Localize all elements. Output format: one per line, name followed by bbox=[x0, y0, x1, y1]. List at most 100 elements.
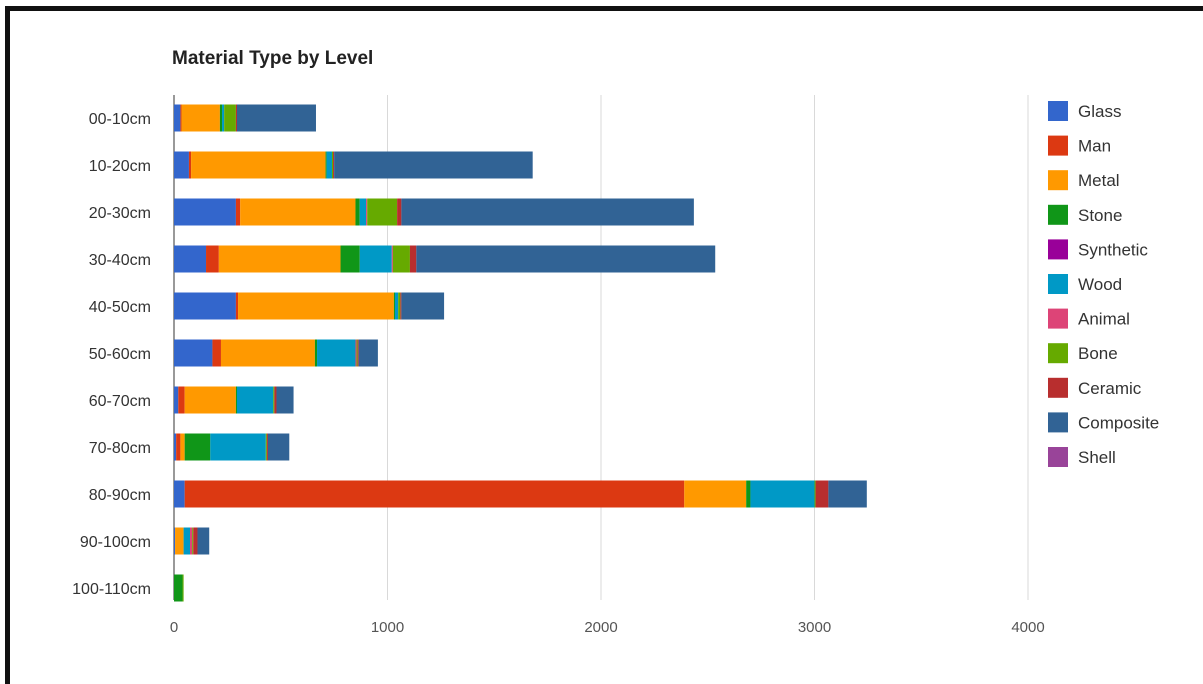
bar-segment-ceramic bbox=[409, 245, 417, 273]
bar-segment-man bbox=[176, 433, 181, 461]
category-label: 40-50cm bbox=[89, 299, 151, 316]
bar-segment-wood bbox=[222, 104, 225, 132]
bar-segment-metal bbox=[220, 339, 315, 367]
legend-label-ceramic: Ceramic bbox=[1078, 379, 1142, 398]
legend-label-shell: Shell bbox=[1078, 448, 1116, 467]
legend-swatch-glass bbox=[1048, 101, 1068, 121]
bar-segment-bone bbox=[224, 104, 236, 132]
legend-label-wood: Wood bbox=[1078, 275, 1122, 294]
bar-segment-animal bbox=[355, 339, 357, 367]
category-labels: 00-10cm 10-20cm 20-30cm 30-40cm 40-50cm 50-60… bbox=[72, 111, 151, 598]
x-tick-label: 1000 bbox=[371, 619, 404, 636]
bar-segment-bone bbox=[398, 292, 401, 320]
bar-segment-composite bbox=[276, 386, 294, 414]
legend-swatch-shell bbox=[1048, 447, 1068, 467]
bar-segment-stone bbox=[314, 339, 318, 367]
bar-segment-composite bbox=[828, 480, 867, 508]
bar-segment-glass bbox=[174, 433, 177, 461]
bars bbox=[174, 104, 867, 602]
bar-segment-stone bbox=[325, 151, 327, 179]
bar-segment-composite bbox=[358, 339, 378, 367]
category-label: 50-60cm bbox=[89, 346, 151, 363]
bar-segment-wood bbox=[750, 480, 815, 508]
bar-segment-stone bbox=[219, 104, 223, 132]
category-label: 60-70cm bbox=[89, 393, 151, 410]
bar-segment-glass bbox=[174, 292, 236, 320]
x-tick-label: 0 bbox=[170, 619, 178, 636]
bar-segment-stone bbox=[355, 198, 360, 226]
bar-segment-ceramic bbox=[235, 104, 237, 132]
bar-segment-man bbox=[184, 480, 685, 508]
legend-label-animal: Animal bbox=[1078, 310, 1130, 329]
chart-title: Material Type by Level bbox=[172, 48, 373, 69]
legend: Glass Man Metal Stone Synthetic Wood Animal Bon… bbox=[1048, 101, 1159, 467]
category-label: 100-110cm bbox=[72, 581, 151, 598]
bar-segment-stone bbox=[184, 433, 211, 461]
bar-segment-composite bbox=[197, 527, 210, 555]
tick-labels: 0 1000 2000 3000 4000 bbox=[170, 619, 1045, 636]
bar-segment-composite bbox=[236, 104, 316, 132]
bar-segment-man bbox=[178, 386, 185, 414]
bar-segment-metal bbox=[184, 386, 236, 414]
bar-segment-metal bbox=[684, 480, 747, 508]
legend-label-bone: Bone bbox=[1078, 344, 1118, 363]
bar-segment-metal bbox=[191, 151, 326, 179]
bar-segment-metal bbox=[181, 104, 220, 132]
bar-segment-ceramic bbox=[274, 386, 277, 414]
bar-segment-bone bbox=[265, 433, 267, 461]
bar-segment-metal bbox=[238, 292, 394, 320]
legend-label-glass: Glass bbox=[1078, 102, 1121, 121]
category-label: 10-20cm bbox=[89, 158, 151, 175]
x-tick-label: 3000 bbox=[798, 619, 831, 636]
bar-segment-man bbox=[206, 245, 219, 273]
category-label: 80-90cm bbox=[89, 487, 151, 504]
bar-segment-composite bbox=[267, 433, 290, 461]
bar-segment-wood bbox=[236, 386, 274, 414]
bar-segment-composite bbox=[401, 292, 445, 320]
bar-segment-man bbox=[212, 339, 221, 367]
bar-segment-wood bbox=[326, 151, 332, 179]
bar-segment-wood bbox=[359, 245, 392, 273]
bar-segment-bone bbox=[367, 198, 398, 226]
bar-segment-composite bbox=[401, 198, 694, 226]
bar-segment-bone bbox=[273, 386, 275, 414]
bar-segment-stone bbox=[174, 574, 183, 602]
bar-segment-metal bbox=[180, 433, 185, 461]
bar-segment-metal bbox=[240, 198, 356, 226]
bar-segment-stone bbox=[393, 292, 395, 320]
bar-segment-animal bbox=[366, 198, 368, 226]
bar-segment-bone bbox=[814, 480, 816, 508]
bar-segment-ceramic bbox=[397, 198, 402, 226]
bar-segment-glass bbox=[174, 527, 176, 555]
bar-segment-ceramic bbox=[193, 527, 198, 555]
bar-segment-man bbox=[235, 292, 239, 320]
legend-label-synthetic: Synthetic bbox=[1078, 240, 1148, 259]
legend-label-metal: Metal bbox=[1078, 171, 1120, 190]
legend-swatch-bone bbox=[1048, 343, 1068, 364]
legend-label-stone: Stone bbox=[1078, 206, 1122, 225]
bar-segment-stone bbox=[746, 480, 751, 508]
bar-segment-wood bbox=[394, 292, 399, 320]
bar-segment-bone bbox=[192, 527, 194, 555]
bar-segment-ceramic bbox=[400, 292, 402, 320]
bar-segment-ceramic bbox=[333, 151, 335, 179]
bar-segment-wood bbox=[359, 198, 367, 226]
bar-segment-man bbox=[235, 198, 241, 226]
category-label: 90-100cm bbox=[80, 534, 151, 551]
legend-swatch-metal bbox=[1048, 170, 1068, 191]
category-label: 70-80cm bbox=[89, 440, 151, 457]
bar-segment-composite bbox=[416, 245, 716, 273]
bar-segment-wood bbox=[317, 339, 356, 367]
bar-segment-animal bbox=[190, 527, 193, 555]
legend-swatch-wood bbox=[1048, 274, 1068, 294]
legend-label-composite: Composite bbox=[1078, 413, 1159, 432]
bar-segment-glass bbox=[174, 480, 185, 508]
bar-segment-bone bbox=[331, 151, 334, 179]
bar-segment-ceramic bbox=[815, 480, 829, 508]
legend-label-man: Man bbox=[1078, 137, 1111, 156]
bar-segment-composite bbox=[334, 151, 533, 179]
gridlines bbox=[173, 95, 1029, 600]
category-label: 30-40cm bbox=[89, 252, 151, 269]
bar-segment-glass bbox=[174, 198, 236, 226]
